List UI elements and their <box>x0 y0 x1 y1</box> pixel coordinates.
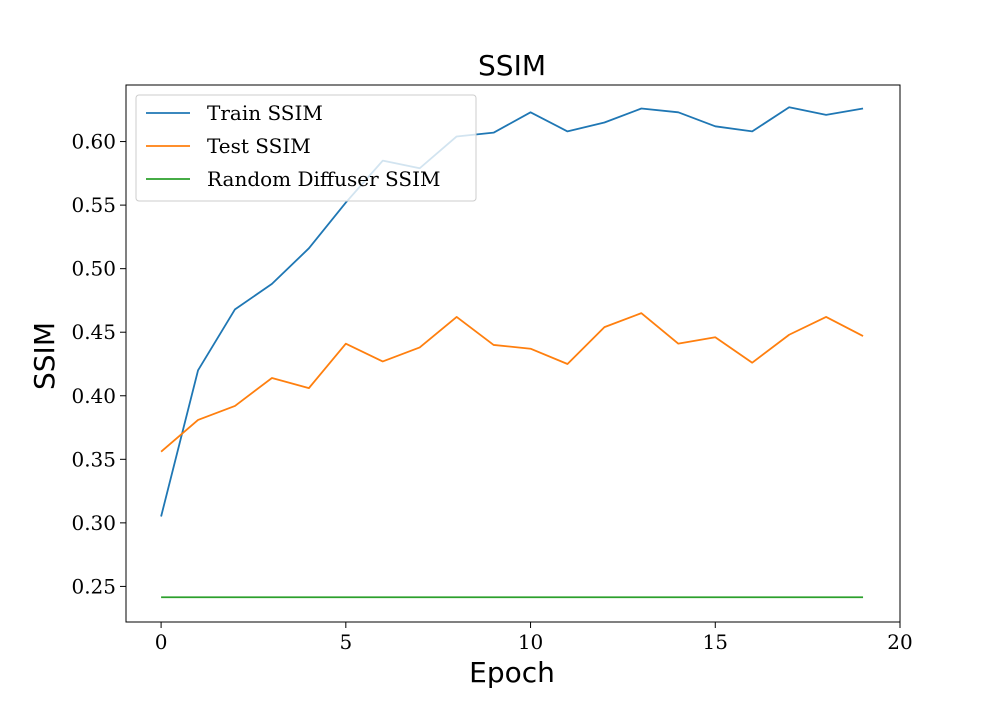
x-tick-label: 15 <box>703 630 728 654</box>
x-tick-label: 20 <box>887 630 912 654</box>
test-ssim-legend-label: Test SSIM <box>207 134 311 158</box>
y-tick-label: 0.40 <box>71 384 116 408</box>
legend: Train SSIM Test SSIM Random Diffuser SSIM <box>135 94 477 202</box>
test-ssim-line <box>160 312 864 453</box>
plot-lines <box>160 106 864 599</box>
x-axis-label: Epoch <box>469 656 555 689</box>
y-tick-label: 0.45 <box>71 320 116 344</box>
y-axis: 0.25 0.30 0.35 0.40 0.45 0.50 0.55 0.60 <box>71 130 126 598</box>
x-tick-label: 10 <box>518 630 543 654</box>
random-diffuser-ssim-legend-label: Random Diffuser SSIM <box>207 167 440 191</box>
y-tick-label: 0.55 <box>71 193 116 217</box>
x-tick-label: 0 <box>155 630 168 654</box>
x-axis: 0 5 10 15 20 <box>155 622 913 654</box>
legend-items: Train SSIM Test SSIM Random Diffuser SSIM <box>146 101 440 191</box>
y-tick-label: 0.50 <box>71 257 116 281</box>
train-ssim-legend-label: Train SSIM <box>207 101 323 125</box>
y-tick-label: 0.60 <box>71 130 116 154</box>
legend-box <box>135 94 477 202</box>
x-tick-label: 5 <box>339 630 352 654</box>
y-axis-label: SSIM <box>28 322 61 390</box>
y-tick-label: 0.35 <box>71 447 116 471</box>
y-tick-label: 0.25 <box>71 574 116 598</box>
chart-title: SSIM <box>478 49 546 82</box>
train-ssim-line <box>160 106 864 517</box>
y-tick-label: 0.30 <box>71 511 116 535</box>
plot-frame <box>125 84 901 623</box>
